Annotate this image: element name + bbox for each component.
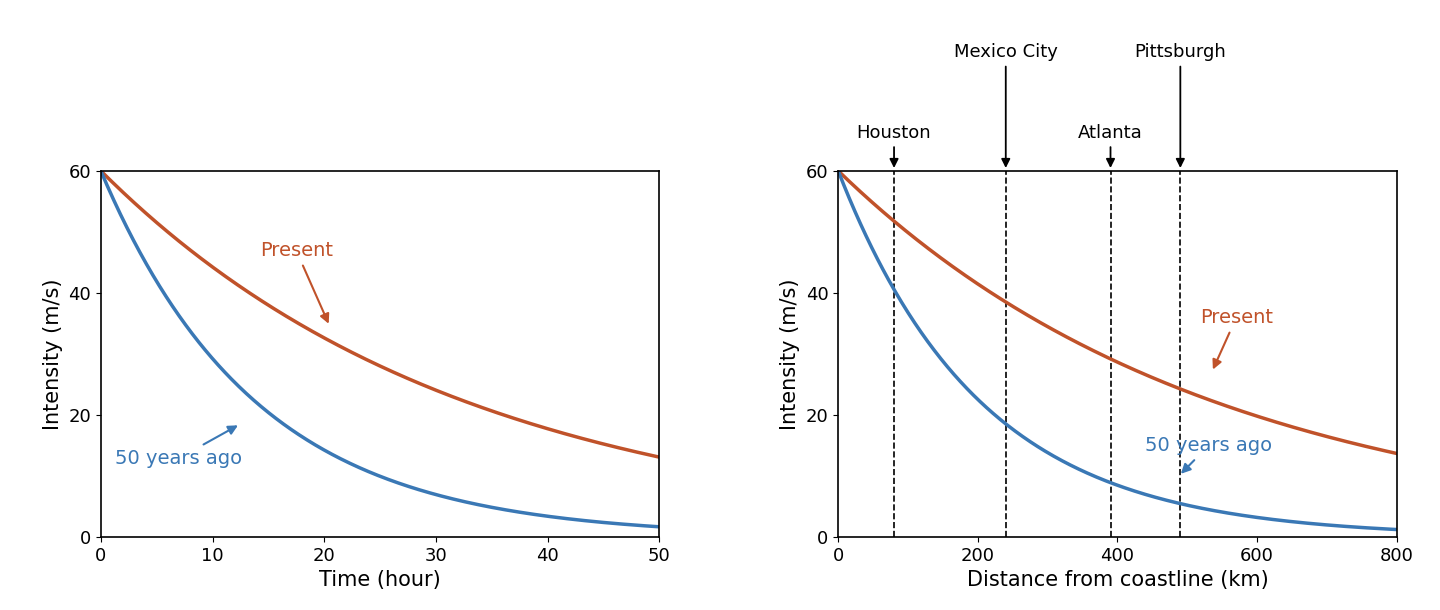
X-axis label: Distance from coastline (km): Distance from coastline (km) <box>966 570 1269 590</box>
Text: 50 years ago: 50 years ago <box>115 426 242 468</box>
Text: Houston: Houston <box>857 123 932 166</box>
Text: Present: Present <box>259 241 333 321</box>
Text: 50 years ago: 50 years ago <box>1145 436 1272 472</box>
X-axis label: Time (hour): Time (hour) <box>320 570 441 590</box>
Text: Present: Present <box>1200 308 1273 367</box>
Text: Pittsburgh: Pittsburgh <box>1135 43 1227 166</box>
Text: Mexico City: Mexico City <box>953 43 1058 166</box>
Text: Atlanta: Atlanta <box>1079 123 1143 166</box>
Y-axis label: Intensity (m/s): Intensity (m/s) <box>780 278 801 429</box>
Y-axis label: Intensity (m/s): Intensity (m/s) <box>43 278 63 429</box>
